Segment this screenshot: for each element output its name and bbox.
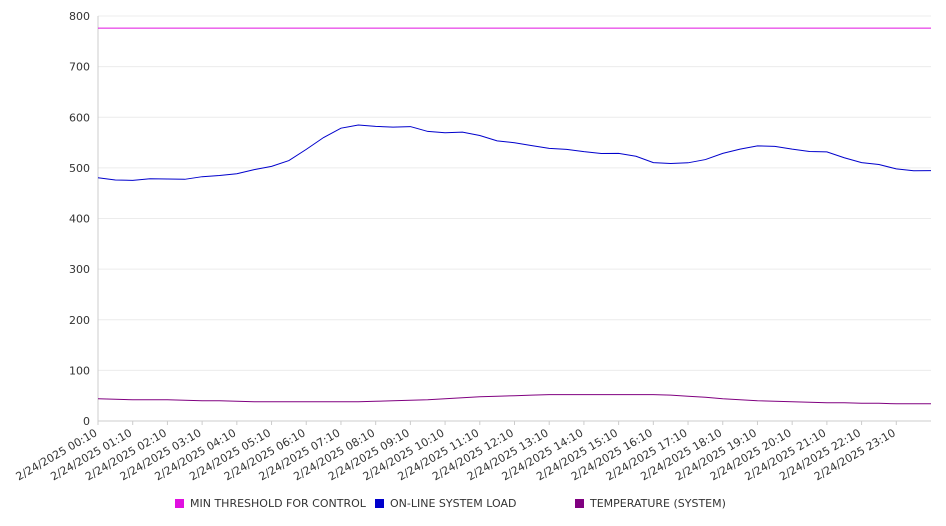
y-tick-label: 300 bbox=[69, 263, 90, 276]
legend-item-online-system-load[interactable]: ON-LINE SYSTEM LOAD bbox=[375, 497, 516, 510]
chart-legend: MIN THRESHOLD FOR CONTROL ON-LINE SYSTEM… bbox=[0, 497, 946, 515]
y-tick-label: 700 bbox=[69, 61, 90, 74]
y-tick-label: 200 bbox=[69, 314, 90, 327]
x-axis-ticks: 2/24/2025 00:102/24/2025 01:102/24/2025 … bbox=[14, 421, 898, 483]
y-tick-label: 400 bbox=[69, 213, 90, 226]
y-tick-label: 500 bbox=[69, 162, 90, 175]
legend-swatch-temperature bbox=[575, 499, 584, 508]
legend-label-online-system-load: ON-LINE SYSTEM LOAD bbox=[390, 497, 517, 510]
series-line-2 bbox=[97, 394, 931, 405]
series-line-1 bbox=[97, 124, 932, 181]
legend-item-min-threshold[interactable]: MIN THRESHOLD FOR CONTROL bbox=[175, 497, 366, 510]
y-tick-label: 600 bbox=[69, 111, 90, 124]
y-tick-label: 100 bbox=[69, 364, 90, 377]
y-tick-label: 800 bbox=[69, 10, 90, 23]
legend-label-temperature: TEMPERATURE (SYSTEM) bbox=[590, 497, 726, 510]
legend-label-min-threshold: MIN THRESHOLD FOR CONTROL bbox=[190, 497, 366, 510]
y-axis-ticks: 0 100 200 300 400 500 600 700 800 bbox=[69, 10, 90, 428]
y-tick-label: 0 bbox=[83, 415, 90, 428]
legend-swatch-online-system-load bbox=[375, 499, 384, 508]
series-lines bbox=[97, 27, 932, 405]
legend-swatch-min-threshold bbox=[175, 499, 184, 508]
legend-item-temperature[interactable]: TEMPERATURE (SYSTEM) bbox=[575, 497, 726, 510]
grid-lines bbox=[98, 15, 931, 371]
